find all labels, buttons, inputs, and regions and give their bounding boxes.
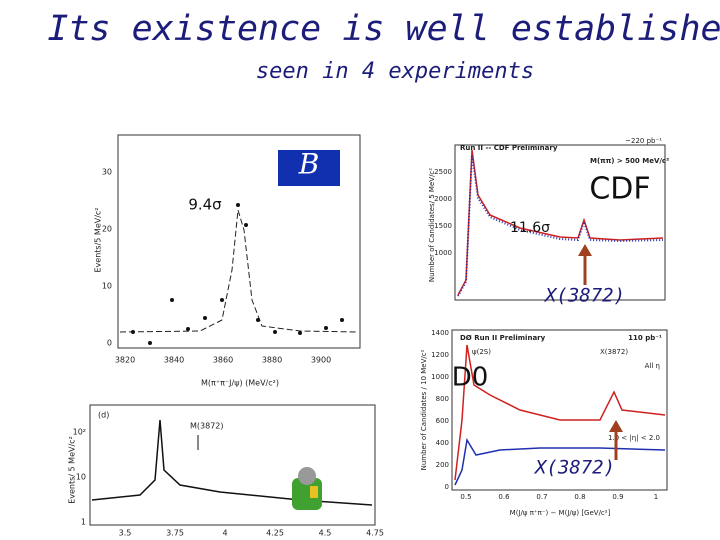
y-axis-label: Events/ 5 MeV/c² (68, 436, 77, 504)
mascot (292, 467, 322, 510)
significance: 9.4σ (188, 196, 222, 214)
tick-label: 200 (436, 461, 449, 469)
tick-label: 20 (102, 225, 112, 234)
fit-curve-forward (454, 437, 666, 486)
tick-label: 1000 (431, 373, 449, 381)
psi2s-label: ψ(2S) (472, 348, 491, 356)
tick-label: 0.9 (612, 493, 623, 501)
title: Its existence is well established (47, 9, 720, 49)
tick-label: 10 (102, 282, 112, 291)
belle-plot: B 9.4σ Events/5 MeV/c² M(π⁺π⁻J/ψ) (MeV/c… (94, 134, 361, 388)
tick-label: 4.5 (319, 529, 332, 538)
tick-label: 0 (445, 483, 449, 491)
tick-label: 2000 (434, 195, 452, 203)
cdf-plot: Run II -- CDF Preliminary ~220 pb⁻¹ M(ππ… (428, 137, 669, 307)
experiment-label: D0 (452, 363, 489, 393)
experiment-label: CDF (589, 172, 650, 207)
luminosity: ~220 pb⁻¹ (625, 137, 662, 145)
y-axis-label: Events/5 MeV/c² (94, 207, 103, 272)
y-axis-label: Number of Candidates / 10 MeV/c² (420, 349, 428, 470)
y-axis-label: Number of Candidates/ 5 MeV/c² (428, 168, 436, 282)
tick-label: 4.25 (266, 529, 284, 538)
tick-label: 0.5 (460, 493, 471, 501)
logo-letter: B (298, 148, 320, 181)
tick-label: 0.6 (498, 493, 510, 501)
tick-label: 0.7 (536, 493, 547, 501)
tick-label: 30 (102, 168, 112, 177)
plot-frame (89, 404, 376, 526)
subtitle: seen in 4 experiments (256, 59, 534, 84)
plot-frame (454, 144, 666, 301)
data-points (131, 203, 344, 345)
tick-label: 1200 (431, 351, 449, 359)
all-eta: All η (645, 362, 660, 370)
tick-label: 1500 (434, 222, 452, 230)
tick-label: 10 (76, 473, 86, 482)
peak-label: X(3872) (543, 285, 625, 307)
luminosity: 110 pb⁻¹ (628, 334, 662, 342)
header: DØ Run II Preliminary (460, 334, 546, 342)
tick-label: 1 (654, 493, 658, 501)
fit-curve (454, 344, 666, 481)
eta-cut: 1.0 < |η| < 2.0 (608, 434, 660, 442)
tick-label: 3900 (311, 356, 331, 365)
x-axis-label: M(π⁺π⁻J/ψ) (MeV/c²) (201, 379, 279, 388)
e705-plot: (d) M(3872) Events/ 5 MeV/c² (68, 404, 376, 526)
tick-label: 0 (107, 339, 112, 348)
marker-label: M(3872) (190, 422, 224, 431)
significance: 11.6σ (510, 220, 550, 236)
tick-label: 3.5 (119, 529, 132, 538)
histogram (91, 419, 373, 506)
tick-label: 3820 (115, 356, 135, 365)
tick-label: 3840 (164, 356, 184, 365)
tick-label: 400 (436, 439, 449, 447)
d0-plot: DØ Run II Preliminary 110 pb⁻¹ ψ(2S) X(3… (420, 329, 668, 517)
tick-label: 800 (436, 395, 449, 403)
tick-label: 1000 (434, 249, 452, 257)
header: Run II -- CDF Preliminary (460, 144, 558, 152)
tick-label: 2500 (434, 168, 452, 176)
tick-label: 4.75 (366, 529, 384, 538)
plot-frame (451, 329, 668, 491)
tick-label: 1 (81, 518, 86, 527)
tick-label: 0.8 (574, 493, 585, 501)
tick-label: 3860 (213, 356, 233, 365)
panel-label: (d) (98, 411, 109, 420)
fit-curve (119, 209, 359, 333)
x-axis-label: M(J/ψ π⁺π⁻) − M(J/ψ) [GeV/c²] (510, 509, 611, 517)
tick-label: 600 (436, 417, 449, 425)
tick-label: 1400 (431, 329, 449, 337)
arrow-head (609, 420, 623, 432)
tick-label: 4 (222, 529, 227, 538)
cut: M(ππ) > 500 MeV/c² (590, 157, 669, 165)
belle-logo (278, 150, 340, 186)
arrow-head (578, 244, 592, 256)
tick-label: 10² (73, 428, 86, 437)
peak-label: X(3872) (533, 457, 615, 479)
x3872-label: X(3872) (600, 348, 628, 356)
tick-label: 3880 (262, 356, 282, 365)
tick-label: 3.75 (166, 529, 184, 538)
